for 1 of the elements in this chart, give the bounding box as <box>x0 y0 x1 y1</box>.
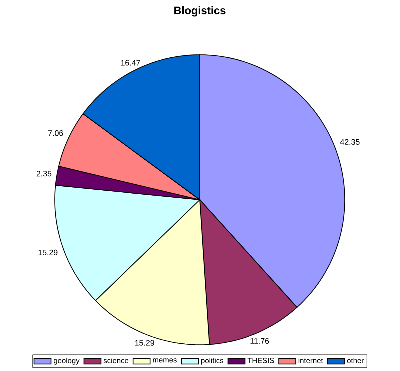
chart-title: Blogistics <box>174 6 226 17</box>
